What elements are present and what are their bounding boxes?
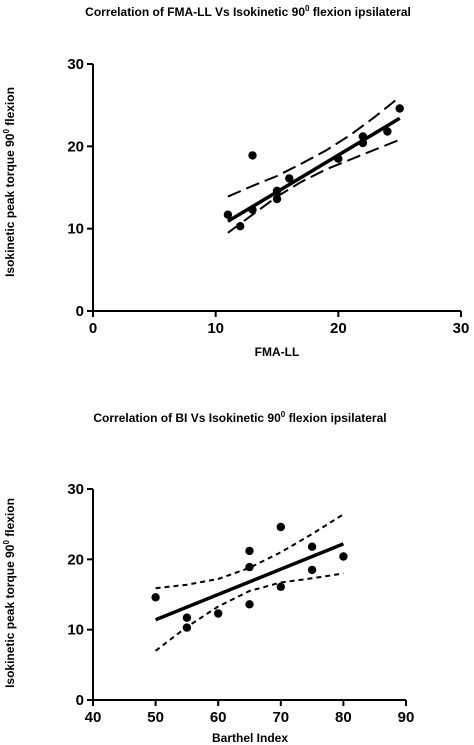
chart2-data-point bbox=[245, 562, 254, 572]
chart1-regression-line bbox=[227, 116, 401, 223]
chart1-ci-upper-line bbox=[227, 96, 401, 198]
chart1-x-tick-label: 30 bbox=[453, 320, 470, 337]
chart1-plot-area bbox=[223, 96, 404, 234]
chart2-data-point bbox=[276, 522, 285, 532]
chart2-y-axis-label: Isokinetic peak torque 900 flexion bbox=[2, 498, 17, 688]
chart2-x-tick-label: 80 bbox=[335, 709, 352, 726]
chart1-data-point bbox=[272, 186, 282, 195]
chart1-data-point bbox=[358, 132, 368, 141]
chart1-x-axis-label: FMA-LL bbox=[255, 345, 300, 359]
chart1-title: Correlation of FMA-LL Vs Isokinetic 900 … bbox=[85, 4, 411, 19]
chart2-y-tick-label: 0 bbox=[76, 692, 84, 709]
chart2-x-tick-label: 60 bbox=[210, 709, 227, 726]
chart2-data-point bbox=[276, 582, 285, 591]
chart1-x-tick-label: 0 bbox=[89, 320, 97, 337]
chart2-y-tick-label: 30 bbox=[67, 481, 84, 498]
chart1-data-point bbox=[395, 104, 404, 113]
chart1-axes: 0 10 20 30 0 10 20 30 bbox=[67, 56, 469, 337]
chart2-regression-line bbox=[154, 542, 345, 622]
chart2-title: Correlation of BI Vs Isokinetic 900 flex… bbox=[93, 410, 386, 425]
chart1-y-axis-label: Isokinetic peak torque 900 flexion bbox=[2, 87, 17, 277]
chart1-data-point bbox=[248, 151, 257, 160]
chart2-y-tick-label: 20 bbox=[67, 551, 84, 568]
chart1-y-tick-label: 10 bbox=[67, 221, 84, 238]
chart2-data-point bbox=[182, 623, 192, 632]
chart1-y-tick-label: 20 bbox=[67, 138, 84, 155]
chart2-x-tick-label: 40 bbox=[85, 709, 102, 726]
chart1-x-tick-label: 20 bbox=[330, 320, 347, 337]
chart1-data-point bbox=[358, 138, 368, 148]
chart1-y-tick-label: 30 bbox=[67, 56, 84, 73]
chart-fma-ll: Correlation of FMA-LL Vs Isokinetic 900 … bbox=[2, 4, 469, 359]
chart1-data-point bbox=[285, 174, 294, 183]
chart2-data-point bbox=[214, 609, 223, 618]
chart2-data-point bbox=[182, 613, 192, 622]
chart2-plot-area bbox=[151, 513, 348, 652]
chart1-data-point bbox=[248, 205, 257, 214]
chart1-data-point bbox=[236, 222, 245, 231]
chart2-y-tick-label: 10 bbox=[67, 622, 84, 639]
chart2-data-point bbox=[307, 565, 317, 575]
chart1-ci-lower-line bbox=[227, 138, 401, 234]
chart2-data-point bbox=[245, 546, 254, 556]
chart2-x-tick-label: 70 bbox=[272, 709, 289, 726]
chart1-data-point bbox=[223, 210, 233, 219]
chart2-x-axis-label: Barthel Index bbox=[212, 731, 288, 745]
chart1-data-point bbox=[334, 154, 343, 163]
chart2-x-tick-label: 90 bbox=[398, 709, 415, 726]
chart2-data-point bbox=[307, 542, 317, 551]
chart-barthel-index: Correlation of BI Vs Isokinetic 900 flex… bbox=[2, 410, 414, 745]
chart1-y-tick-label: 0 bbox=[76, 303, 84, 320]
chart1-data-point bbox=[272, 194, 282, 204]
chart2-x-tick-label: 50 bbox=[147, 709, 164, 726]
chart1-x-tick-label: 10 bbox=[207, 320, 224, 337]
chart2-data-point bbox=[339, 552, 348, 561]
chart2-axes: 0 10 20 30 40 50 60 70 80 90 bbox=[67, 481, 414, 726]
chart2-data-point bbox=[151, 593, 160, 602]
chart1-data-point bbox=[383, 127, 392, 136]
chart2-ci-upper-line bbox=[155, 513, 344, 590]
chart2-data-point bbox=[245, 600, 254, 609]
